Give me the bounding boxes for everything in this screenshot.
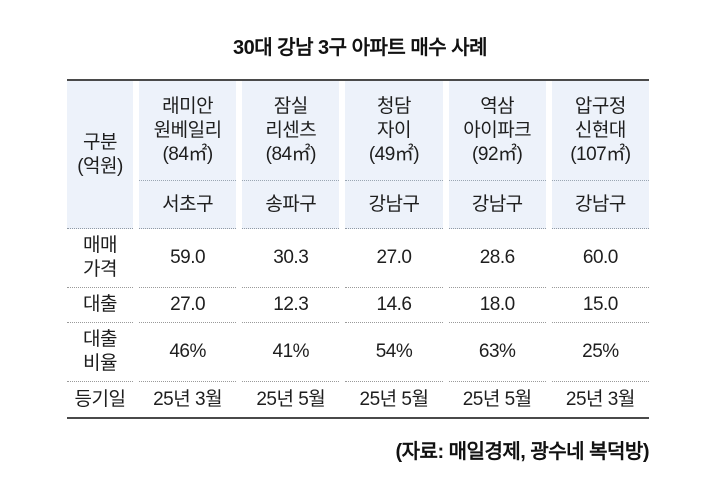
apartment-area: (92㎡)	[472, 143, 523, 165]
apartment-area: (107㎡)	[570, 143, 631, 165]
table-cell: 25년 3월	[565, 388, 635, 410]
apartment-name: 역삼 아이파크	[463, 95, 532, 141]
column-header-apartment: 압구정 신현대 (107㎡)	[551, 81, 649, 181]
source-note: (자료: 매일경제, 광수네 복덕방)	[395, 441, 649, 463]
apartment-name: 청담 자이	[377, 95, 411, 141]
table-cell: 25년 5월	[462, 388, 532, 410]
table-cell: 25%	[551, 323, 649, 382]
table-cell: 25년 3월	[153, 388, 223, 410]
row-label-sale-price: 매매 가격	[67, 229, 133, 288]
apartment-name: 잠실 리센츠	[265, 95, 317, 141]
column-header-apartment: 잠실 리센츠 (84㎡)	[242, 81, 340, 181]
column-header-apartment: 역삼 아이파크 (92㎡)	[448, 81, 546, 181]
column-header-district: 강남구	[345, 181, 443, 229]
table-cell: 25년 5월	[359, 388, 429, 410]
apartment-area: (84㎡)	[162, 143, 213, 165]
column-header-district: 강남구	[551, 181, 649, 229]
table-cell: 14.6	[345, 288, 443, 323]
column-header-district: 송파구	[242, 181, 340, 229]
table-cell: 25년 5월	[256, 388, 326, 410]
table-cell: 18.0	[448, 288, 546, 323]
column-header-apartment: 래미안 원베일리 (84㎡)	[139, 81, 237, 181]
row-label-loan-ratio: 대출 비율	[67, 323, 133, 382]
page-title: 30대 강남 3구 아파트 매수 사례	[232, 37, 488, 59]
table-cell: 28.6	[448, 229, 546, 288]
row-label-registration-date: 등기일	[74, 388, 126, 410]
table-cell: 27.0	[139, 288, 237, 323]
apartment-area: (84㎡)	[265, 143, 317, 165]
apartment-purchase-table: 구분 (억원) 래미안 원베일리 (84㎡) 잠실 리센츠 (84㎡) 청담 자…	[67, 79, 649, 419]
table-corner-header: 구분 (억원)	[67, 81, 133, 229]
table-cell: 59.0	[139, 229, 237, 288]
table-cell: 12.3	[242, 288, 340, 323]
table-cell: 15.0	[551, 288, 649, 323]
table-cell: 54%	[345, 323, 443, 382]
apartment-name: 압구정 신현대	[574, 95, 626, 141]
table-cell: 46%	[139, 323, 237, 382]
row-label-loan: 대출	[67, 288, 133, 323]
table-cell: 27.0	[345, 229, 443, 288]
apartment-area: (49㎡)	[368, 143, 420, 165]
table-cell: 30.3	[242, 229, 340, 288]
column-header-apartment: 청담 자이 (49㎡)	[345, 81, 443, 181]
table-cell: 60.0	[551, 229, 649, 288]
table-cell: 41%	[242, 323, 340, 382]
column-header-district: 강남구	[448, 181, 546, 229]
table-cell: 63%	[448, 323, 546, 382]
column-header-district: 서초구	[139, 181, 237, 229]
apartment-name: 래미안 원베일리	[153, 95, 222, 141]
